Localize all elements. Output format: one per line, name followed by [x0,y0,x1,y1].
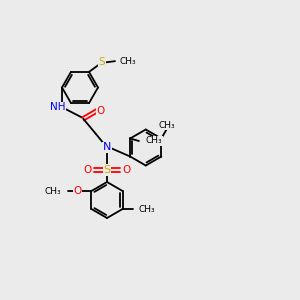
Text: O: O [97,106,105,116]
Text: S: S [103,165,111,175]
Text: CH₃: CH₃ [139,205,155,214]
Text: S: S [99,57,105,68]
Text: CH₃: CH₃ [119,57,136,66]
Text: N: N [103,142,111,152]
Text: CH₃: CH₃ [146,136,162,146]
Text: O: O [74,186,82,196]
Text: NH: NH [50,103,65,112]
Text: O: O [83,165,92,175]
Text: CH₃: CH₃ [44,187,61,196]
Text: O: O [122,165,130,175]
Text: CH₃: CH₃ [158,121,175,130]
